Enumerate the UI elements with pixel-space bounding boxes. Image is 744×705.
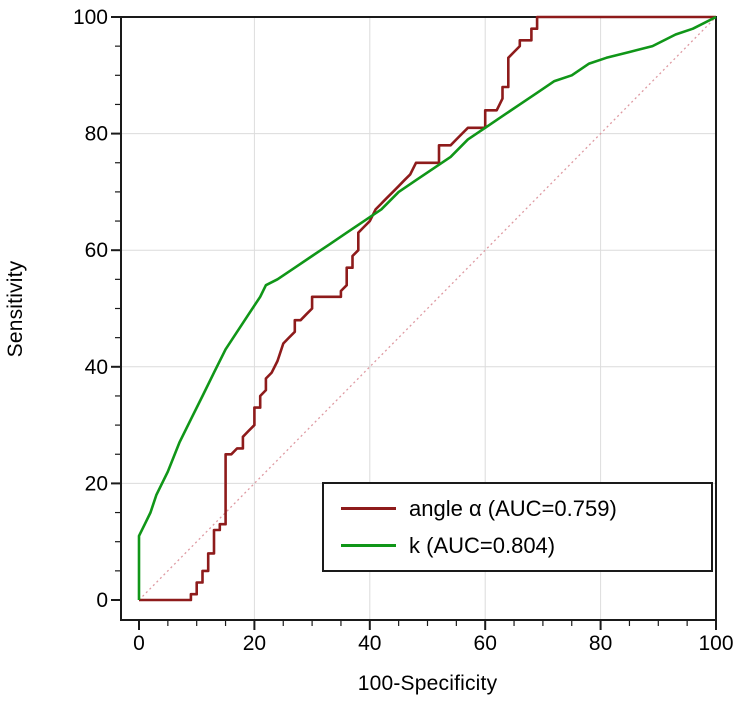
y-axis-title: Sensitivity <box>4 260 27 358</box>
y-tick-label: 20 <box>85 472 108 495</box>
roc-curve-angle-alpha <box>139 15 716 602</box>
legend-row-angle-alpha: angle α (AUC=0.759) <box>341 496 711 522</box>
x-tick-label: 20 <box>243 632 266 655</box>
legend-line-sample-angle-alpha <box>341 507 396 510</box>
y-tick-label: 60 <box>85 239 108 262</box>
x-tick-label: 100 <box>698 632 733 655</box>
legend-row-k: k (AUC=0.804) <box>341 533 711 559</box>
chance-diagonal <box>138 16 717 601</box>
x-tick-label: 60 <box>474 632 497 655</box>
legend-line-sample-k <box>341 544 396 547</box>
y-tick-label: 0 <box>96 589 108 612</box>
x-tick-label: 0 <box>133 632 145 655</box>
legend-label-k: k (AUC=0.804) <box>409 532 556 558</box>
x-tick-label: 80 <box>589 632 612 655</box>
legend-label-angle-alpha: angle α (AUC=0.759) <box>409 495 617 521</box>
x-axis-title: 100-Specificity <box>357 672 498 695</box>
y-tick-label: 40 <box>85 356 108 379</box>
y-tick-label: 80 <box>85 123 108 146</box>
roc-curve-k <box>137 15 717 600</box>
legend-box: angle α (AUC=0.759) k (AUC=0.804) <box>322 482 713 572</box>
y-tick-label: 100 <box>73 6 108 29</box>
x-tick-label: 40 <box>358 632 381 655</box>
plot-frame <box>120 16 717 621</box>
